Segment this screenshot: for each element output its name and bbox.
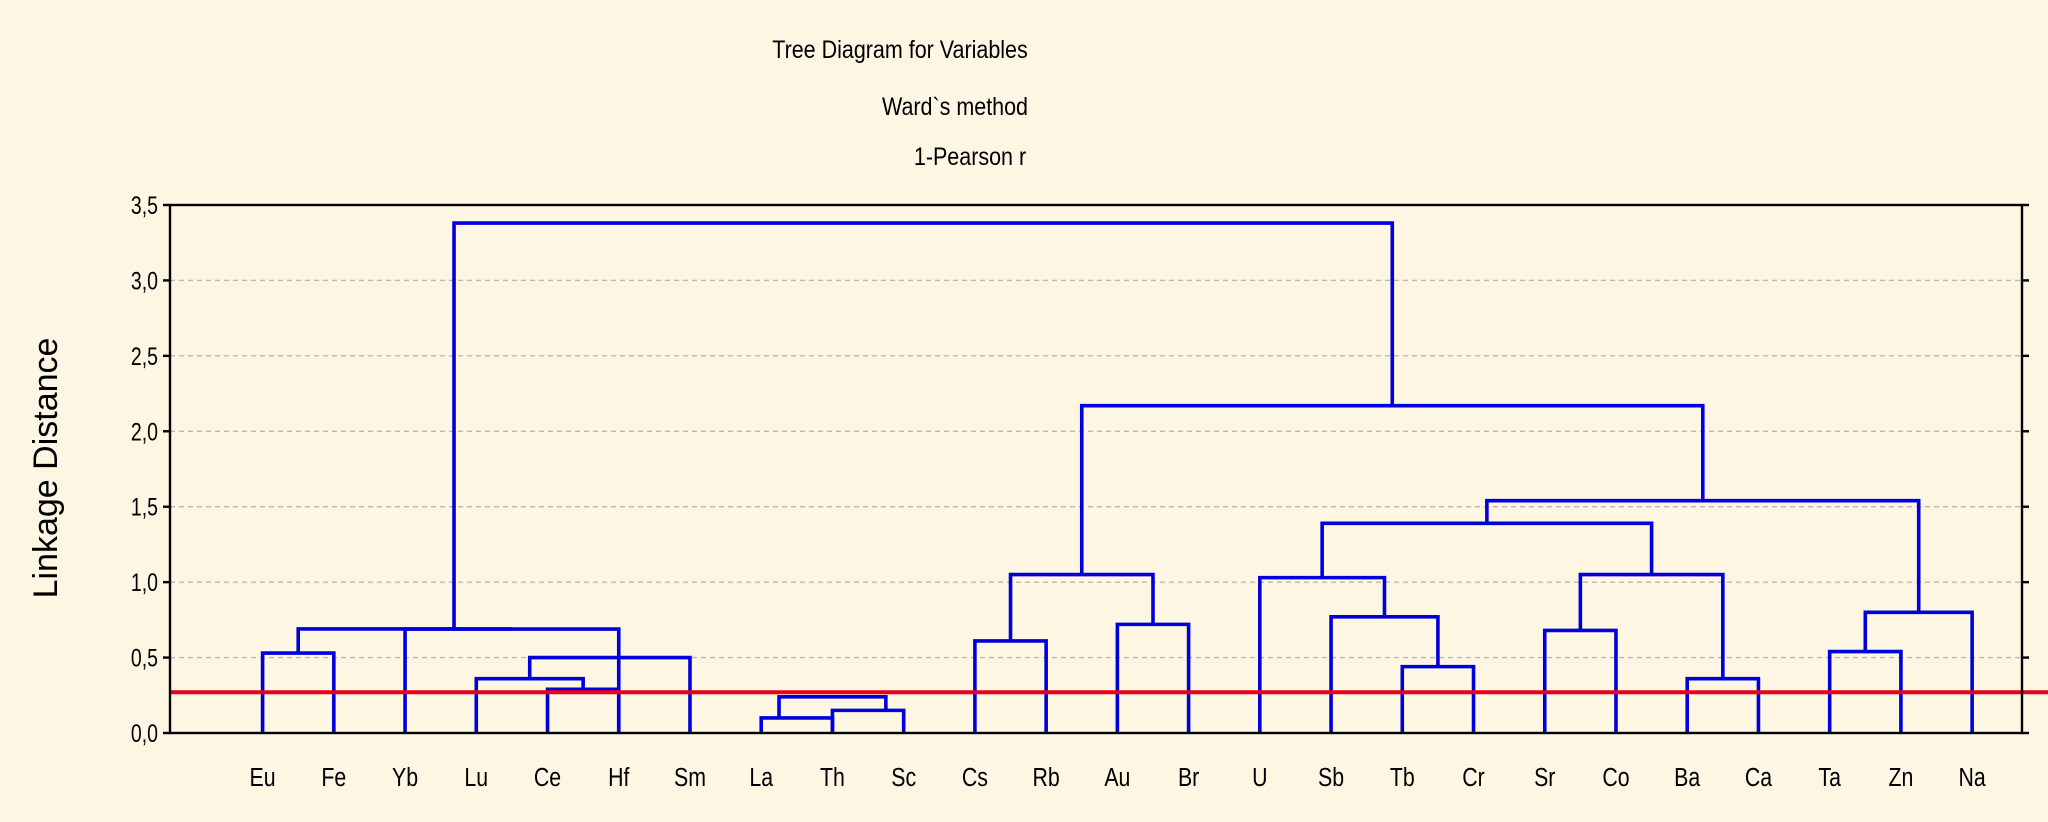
x-tick-label: Ce xyxy=(534,763,561,793)
x-tick-label: Fe xyxy=(321,763,346,793)
x-tick-label: Sr xyxy=(1534,763,1555,793)
x-tick-label: Ta xyxy=(1818,763,1841,793)
y-tick-label: 0,5 xyxy=(131,644,158,672)
chart-title: Tree Diagram for Variables xyxy=(772,35,1028,63)
dendrogram-tree xyxy=(170,221,2048,733)
x-tick-label: Rb xyxy=(1033,763,1060,793)
y-tick-labels: 0,0 0,5 1,0 1,5 2,0 2,5 3,0 3,5 xyxy=(131,192,158,748)
y-tick-label: 3,0 xyxy=(131,267,158,295)
plot-frame xyxy=(168,203,2024,735)
y-axis-label: Linkage Distance xyxy=(27,338,65,599)
x-tick-label: Zn xyxy=(1888,763,1913,793)
x-tick-label: Hf xyxy=(608,763,630,793)
x-tick-label: Na xyxy=(1959,763,1987,793)
y-tick-label: 3,5 xyxy=(131,192,158,220)
x-tick-label: Sb xyxy=(1318,763,1344,793)
x-tick-label: Cr xyxy=(1462,763,1485,793)
x-tick-label: Yb xyxy=(392,763,418,793)
x-tick-label: La xyxy=(749,763,773,793)
y-tick-label: 0,0 xyxy=(131,720,158,748)
x-tick-label: Ca xyxy=(1745,763,1773,793)
x-tick-label: Br xyxy=(1178,763,1199,793)
axes xyxy=(163,203,2029,735)
chart-subtitle-method: Ward`s method xyxy=(882,92,1028,120)
x-tick-label: Lu xyxy=(464,763,488,793)
x-tick-label: Co xyxy=(1602,763,1629,793)
x-tick-label: Eu xyxy=(250,763,276,793)
x-tick-label: Cs xyxy=(962,763,988,793)
dendrogram-link-8 xyxy=(296,627,512,654)
x-tick-label: Au xyxy=(1104,763,1130,793)
y-tick-label: 1,0 xyxy=(131,569,158,597)
x-tick-label: U xyxy=(1252,763,1267,793)
x-tick-label: Sc xyxy=(891,763,916,793)
x-tick-label: Th xyxy=(820,763,845,793)
x-tick-label: Ba xyxy=(1674,763,1701,793)
dendrogram-link-2 xyxy=(777,694,888,718)
y-tick-label: 1,5 xyxy=(131,493,158,521)
dendrogram-link-5 xyxy=(527,655,692,733)
x-tick-label: Sm xyxy=(674,763,706,793)
x-tick-labels: Eu Fe Yb Lu Ce Hf Sm La Th Sc Cs Rb Au Br U Sb Tb Cr Sr Co B… xyxy=(250,763,1987,793)
x-tick-label: Tb xyxy=(1390,763,1415,793)
dendrogram-link-23 xyxy=(452,221,1395,629)
y-tick-label: 2,5 xyxy=(131,343,158,371)
y-tick-label: 2,0 xyxy=(131,418,158,446)
dendrogram-link-1 xyxy=(830,708,906,733)
chart-subtitle-metric: 1-Pearson r xyxy=(914,142,1026,170)
